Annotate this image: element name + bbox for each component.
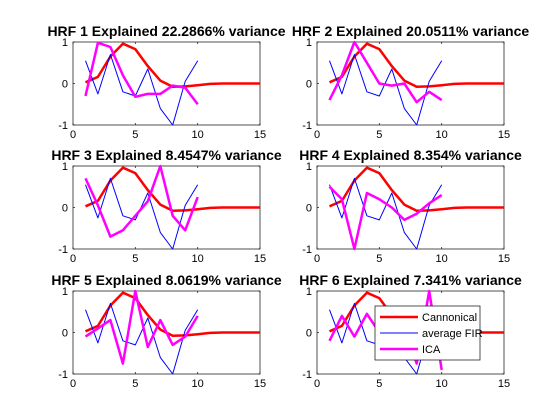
series-line-ica	[84, 164, 199, 238]
y-tick-label: 0	[62, 79, 68, 91]
subplot-title: HRF 4 Explained 8.354% variance	[299, 147, 522, 163]
y-tick-label: 1	[62, 161, 68, 173]
x-tick-label: 15	[498, 378, 510, 390]
x-tick-label: 5	[376, 129, 382, 141]
y-tick-label: -1	[58, 369, 68, 381]
x-tick-label: 15	[254, 129, 266, 141]
legend-label: average FIR	[422, 328, 483, 340]
series-line-average-fir	[85, 54, 199, 126]
y-tick-label: 0	[62, 203, 68, 215]
series-line-average-fir	[329, 177, 443, 250]
x-tick-label: 10	[436, 378, 448, 390]
series-line-ica	[84, 41, 199, 106]
subplot-title: HRF 6 Explained 7.341% variance	[299, 272, 522, 288]
x-tick-label: 5	[132, 378, 138, 390]
y-tick-label: 1	[62, 37, 68, 49]
x-tick-label: 5	[132, 129, 138, 141]
x-tick-label: 10	[192, 253, 204, 265]
y-tick-label: 0	[306, 328, 312, 340]
x-tick-label: 0	[70, 378, 76, 390]
legend-label: ICA	[422, 344, 441, 356]
y-tick-label: -1	[58, 244, 68, 256]
legend: Cannonical average FIR ICA	[374, 305, 483, 361]
subplot-title: HRF 5 Explained 8.0619% variance	[51, 272, 282, 288]
series-line-average-fir	[85, 177, 199, 250]
series-line-cannonical	[329, 42, 504, 89]
y-tick-label: 1	[306, 286, 312, 298]
series-line-cannonical	[85, 291, 260, 338]
x-tick-label: 10	[192, 129, 204, 141]
x-tick-label: 15	[254, 378, 266, 390]
y-tick-label: -1	[58, 120, 68, 132]
series-line-ica	[84, 289, 199, 365]
x-tick-label: 0	[70, 253, 76, 265]
series-line-cannonical	[329, 166, 504, 213]
x-tick-label: 0	[314, 378, 320, 390]
y-tick-label: 0	[62, 328, 68, 340]
subplot-title: HRF 1 Explained 22.2866% variance	[47, 23, 285, 39]
x-tick-label: 5	[376, 378, 382, 390]
x-tick-label: 5	[132, 253, 138, 265]
series-line-ica	[328, 40, 443, 104]
x-tick-label: 15	[498, 253, 510, 265]
series-line-average-fir	[329, 54, 443, 126]
x-tick-label: 10	[436, 253, 448, 265]
x-tick-label: 0	[314, 253, 320, 265]
y-tick-label: -1	[302, 369, 312, 381]
x-tick-label: 0	[70, 129, 76, 141]
y-tick-label: 0	[306, 203, 312, 215]
x-tick-label: 5	[376, 253, 382, 265]
y-tick-label: 1	[306, 37, 312, 49]
y-tick-label: 0	[306, 79, 312, 91]
legend-label: Cannonical	[422, 312, 477, 324]
subplot-title: HRF 2 Explained 20.0511% variance	[292, 23, 530, 39]
y-tick-label: 1	[62, 286, 68, 298]
x-tick-label: 15	[498, 129, 510, 141]
x-tick-label: 10	[192, 378, 204, 390]
y-tick-label: -1	[302, 244, 312, 256]
y-tick-label: 1	[306, 161, 312, 173]
x-tick-label: 0	[314, 129, 320, 141]
subplot-title: HRF 3 Explained 8.4547% variance	[51, 147, 282, 163]
x-tick-label: 10	[436, 129, 448, 141]
y-tick-label: -1	[302, 120, 312, 132]
series-line-ica	[328, 185, 443, 251]
x-tick-label: 15	[254, 253, 266, 265]
